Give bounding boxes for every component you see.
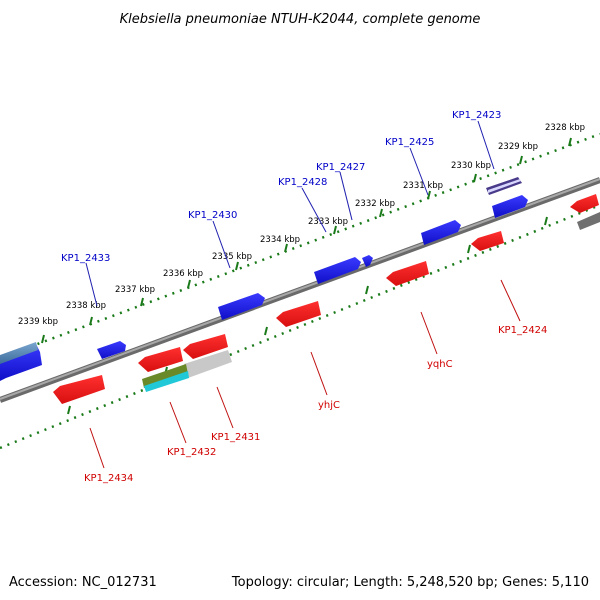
gene-arrow[interactable]	[421, 220, 461, 245]
gene-label[interactable]: KP1_2425	[385, 137, 434, 148]
kbp-label: 2335 kbp	[212, 252, 252, 262]
gene-label[interactable]: KP1_2423	[452, 110, 501, 121]
forward-gene-labels: KP1_2423 KP1_2425 KP1_2427 KP1_2428 KP1_…	[61, 110, 501, 264]
reverse-genes	[53, 194, 600, 404]
gene-arrow[interactable]	[0, 342, 38, 364]
gene-arrow[interactable]	[488, 179, 521, 193]
gene-arrow[interactable]	[142, 364, 188, 388]
gene-arrow[interactable]	[138, 347, 183, 372]
gene-arrow[interactable]	[0, 344, 42, 381]
gene-label[interactable]: KP1_2433	[61, 253, 110, 264]
gene-arrow[interactable]	[492, 195, 528, 218]
gene-label[interactable]: KP1_2424	[498, 325, 547, 336]
kbp-label: 2334 kbp	[260, 235, 300, 245]
gene-arrow[interactable]	[471, 231, 504, 251]
kbp-labels: 2328 kbp 2329 kbp 2330 kbp 2331 kbp 2332…	[18, 123, 585, 327]
kbp-label: 2332 kbp	[355, 199, 395, 209]
genome-summary-text: Topology: circular; Length: 5,248,520 bp…	[231, 575, 589, 590]
gene-arrow[interactable]	[184, 350, 232, 378]
gene-arrow[interactable]	[97, 341, 126, 359]
kbp-label: 2337 kbp	[115, 285, 155, 295]
forward-genes	[0, 177, 528, 381]
kbp-label: 2328 kbp	[545, 123, 585, 133]
kbp-label: 2336 kbp	[163, 269, 203, 279]
accession-text: Accession: NC_012731	[9, 575, 157, 590]
reverse-leaders	[89, 279, 521, 469]
gene-label[interactable]: KP1_2434	[84, 473, 133, 484]
upper-tick-ring	[0, 132, 600, 360]
gene-label[interactable]: KP1_2431	[211, 432, 260, 443]
kbp-label: 2329 kbp	[498, 142, 538, 152]
gene-arrow[interactable]	[570, 194, 599, 213]
kbp-label: 2330 kbp	[451, 161, 491, 171]
gene-arrow[interactable]	[218, 293, 265, 320]
gene-arrow[interactable]	[362, 255, 373, 267]
gene-arrow[interactable]	[144, 371, 189, 392]
upper-major-ticks	[41, 137, 572, 344]
kbp-label: 2333 kbp	[308, 217, 348, 227]
gene-arrow[interactable]	[386, 261, 429, 286]
gene-arrow[interactable]	[53, 375, 105, 404]
gene-label[interactable]: KP1_2427	[316, 162, 365, 173]
gene-arrow[interactable]	[183, 334, 228, 359]
gene-label[interactable]: KP1_2428	[278, 177, 327, 188]
gene-label[interactable]: yqhC	[427, 359, 453, 370]
gene-arrow[interactable]	[577, 212, 600, 230]
kbp-label: 2331 kbp	[403, 181, 443, 191]
gene-arrow[interactable]	[276, 301, 321, 327]
reverse-gene-labels: KP1_2424 yqhC yhjC KP1_2431 KP1_2432 KP1…	[84, 325, 547, 484]
gene-arrow[interactable]	[314, 257, 361, 284]
forward-leaders	[85, 120, 495, 307]
gene-label[interactable]: KP1_2430	[188, 210, 237, 221]
gene-label[interactable]: yhjC	[318, 400, 340, 411]
kbp-label: 2339 kbp	[18, 317, 58, 327]
kbp-label: 2338 kbp	[66, 301, 106, 311]
gene-label[interactable]: KP1_2432	[167, 447, 216, 458]
genome-title: Klebsiella pneumoniae NTUH-K2044, comple…	[120, 12, 481, 27]
